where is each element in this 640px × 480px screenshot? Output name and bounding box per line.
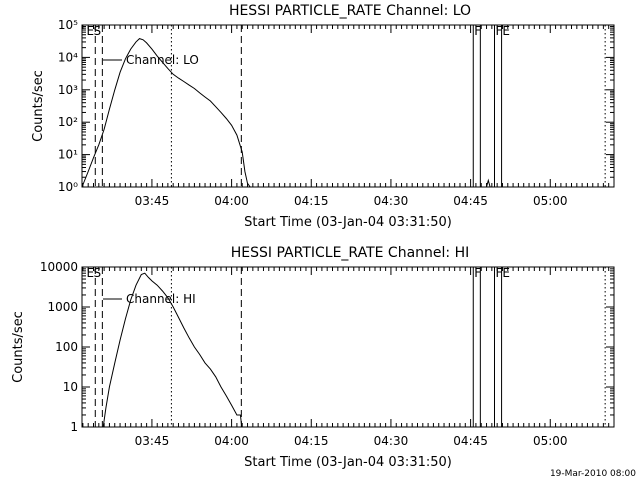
flag-label: FE <box>495 266 509 280</box>
x-tick-label: 04:15 <box>294 194 329 208</box>
y-tick-label: 1 <box>70 420 78 434</box>
x-tick-label: 04:45 <box>453 194 488 208</box>
flag-label: FE <box>495 24 509 38</box>
plot-marks-lo: 10⁰ 10¹ 10² 10³ 10⁴ 10⁵ 03:45 04:00 04:15 04:30 04… <box>58 18 615 208</box>
x-axis-label-hi: Start Time (03-Jan-04 03:31:50) <box>244 455 452 470</box>
flag-interval-box <box>472 24 481 188</box>
flag-label: F <box>474 266 481 280</box>
y-tick-label: 10¹ <box>58 148 78 162</box>
legend-label: Channel: LO <box>126 53 199 67</box>
x-tick-label: 05:00 <box>533 194 568 208</box>
plot-frame-hi <box>81 266 615 428</box>
y-tick-label: 10 <box>63 380 78 394</box>
y-tick-label: 10⁵ <box>58 18 78 32</box>
y-tick-label: 10⁴ <box>58 50 78 64</box>
plot-marks-hi: 1 10 100 1000 10000 03:45 04:00 04:15 04:30 04:45… <box>40 260 615 448</box>
y-tick-label: 100 <box>55 340 78 354</box>
y-tick-label: 10² <box>58 115 78 129</box>
y-tick-label: 1000 <box>47 300 78 314</box>
x-axis-label-lo: Start Time (03-Jan-04 03:31:50) <box>244 215 452 230</box>
marker-label: E <box>86 266 94 280</box>
x-tick-label: 04:30 <box>374 194 409 208</box>
flag-label: F <box>474 24 481 38</box>
series-line <box>486 178 491 188</box>
marker-label: S <box>94 266 102 280</box>
flag-interval-box <box>493 266 503 428</box>
flag-interval-box <box>472 266 481 428</box>
x-tick-label: 04:00 <box>214 434 249 448</box>
chart-title-lo: HESSI PARTICLE_RATE Channel: LO <box>229 3 471 19</box>
legend-label: Channel: HI <box>126 292 196 306</box>
y-tick-label: 10⁰ <box>58 180 78 194</box>
x-tick-label: 04:30 <box>374 434 409 448</box>
series-line <box>81 38 251 188</box>
y-axis-label-hi: Counts/sec <box>11 311 26 383</box>
y-axis-label-lo: Counts/sec <box>31 70 46 142</box>
marker-label: E <box>86 24 94 38</box>
y-tick-label: 10³ <box>58 83 78 97</box>
x-tick-label: 04:15 <box>294 434 329 448</box>
series-line <box>102 272 243 428</box>
y-tick-label: 10000 <box>40 260 78 274</box>
x-tick-label: 05:00 <box>533 434 568 448</box>
x-tick-label: 04:45 <box>453 434 488 448</box>
x-tick-label: 04:00 <box>214 194 249 208</box>
marker-label: S <box>94 24 102 38</box>
x-tick-label: 03:45 <box>135 194 170 208</box>
flag-interval-box <box>493 24 503 188</box>
panel-hi: HESSI PARTICLE_RATE Channel: HI Counts/s… <box>11 245 615 470</box>
panel-lo: HESSI PARTICLE_RATE Channel: LO Counts/s… <box>31 3 615 230</box>
x-tick-label: 03:45 <box>135 434 170 448</box>
footer-stamp: 19-Mar-2010 08:00 <box>550 469 636 479</box>
plot-frame-lo <box>81 24 615 188</box>
chart-title-hi: HESSI PARTICLE_RATE Channel: HI <box>231 245 469 261</box>
